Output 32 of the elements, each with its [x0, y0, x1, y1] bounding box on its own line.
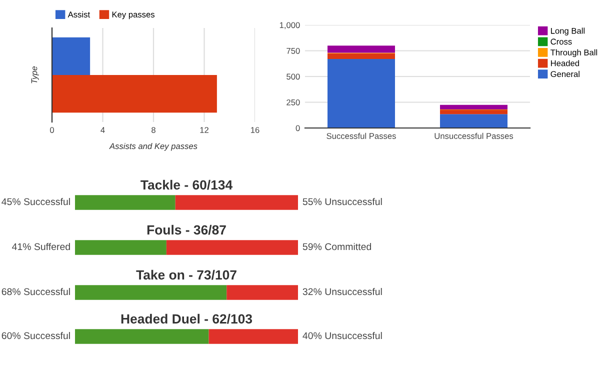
legend-label: Cross [550, 38, 572, 45]
legend-label: Long Ball [551, 28, 585, 36]
chart-title: Headed Duel - 62/103 [121, 314, 252, 324]
legend-label: Assist [68, 11, 90, 18]
x-axis-title: Assists and Key passes [109, 142, 198, 151]
y-tick-label: 1,000 [280, 22, 300, 30]
legend-label: General [550, 70, 580, 78]
data-label: 45% Successful [2, 198, 70, 206]
x-tick-label: 12 [200, 127, 208, 133]
data-label: 60% Successful [2, 332, 70, 340]
data-label: 59% Committed [302, 242, 371, 250]
chart-title: Tackle - 60/134 [140, 180, 233, 190]
chart-title: Fouls - 36/87 [147, 224, 226, 235]
data-label: 32% Unsuccessful [302, 288, 382, 296]
x-tick-label: Unsuccessful Passes [434, 132, 514, 139]
x-tick-label: Successful Passes [326, 132, 396, 139]
y-tick-label: 750 [286, 48, 300, 54]
x-tick-label: 4 [100, 127, 105, 133]
data-label: 41% Suffered [12, 242, 70, 250]
y-tick-label: 250 [286, 99, 300, 106]
legend-label: Through Ball [550, 49, 598, 58]
x-tick-label: 0 [50, 127, 54, 133]
x-tick-label: 16 [251, 127, 260, 133]
data-label: 55% Unsuccessful [302, 198, 382, 206]
y-axis-title: Type [31, 66, 39, 84]
data-label: 40% Unsuccessful [302, 332, 382, 340]
legend-label: Key passes [112, 12, 155, 20]
data-label: 68% Successful [2, 288, 70, 296]
x-tick-label: 8 [152, 127, 156, 133]
legend-label: Headed [551, 60, 579, 66]
chart-title: Take on - 73/107 [136, 270, 236, 280]
y-tick-label: 500 [286, 74, 300, 80]
